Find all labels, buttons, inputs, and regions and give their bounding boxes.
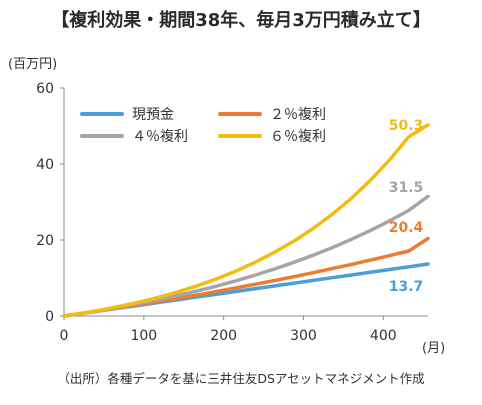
end-value-labels: 50.3 31.5 20.4 13.7 xyxy=(389,118,424,295)
y-tick-label: 60 xyxy=(36,81,54,97)
y-unit-label: (百万円) xyxy=(8,57,57,72)
y-tick-label: 40 xyxy=(36,157,54,173)
source-note: （出所）各種データを基に三井住友DSアセットマネジメント作成 xyxy=(57,371,425,386)
legend: 現預金 ２％複利 ４％複利 ６％複利 xyxy=(80,106,326,145)
legend-label-1: ２％複利 xyxy=(270,106,326,123)
x-unit-label: (月) xyxy=(422,341,445,356)
y-tick-label: 20 xyxy=(36,233,54,249)
x-tick-label: 400 xyxy=(370,328,397,344)
series-lines xyxy=(62,123,430,318)
x-tick-label: 200 xyxy=(210,328,237,344)
series-line-3 xyxy=(62,123,430,318)
x-tick-label: 0 xyxy=(60,328,69,344)
legend-label-3: ６％複利 xyxy=(270,128,326,145)
y-tick-label: 0 xyxy=(45,309,54,325)
series-line-2 xyxy=(62,194,430,318)
legend-label-0: 現預金 xyxy=(132,107,174,123)
x-tick-label: 100 xyxy=(130,328,157,344)
chart-title: 【複利効果・期間38年、毎月3万円積み立て】 xyxy=(51,10,431,31)
axes: 0 20 40 60 0 100 200 300 400 (百万円) (月) xyxy=(8,57,445,356)
end-label-0: 50.3 xyxy=(389,118,424,134)
legend-label-2: ４％複利 xyxy=(132,128,188,145)
end-label-1: 31.5 xyxy=(389,180,424,196)
end-label-3: 13.7 xyxy=(389,279,424,295)
x-tick-label: 300 xyxy=(290,328,317,344)
end-label-2: 20.4 xyxy=(389,220,424,236)
